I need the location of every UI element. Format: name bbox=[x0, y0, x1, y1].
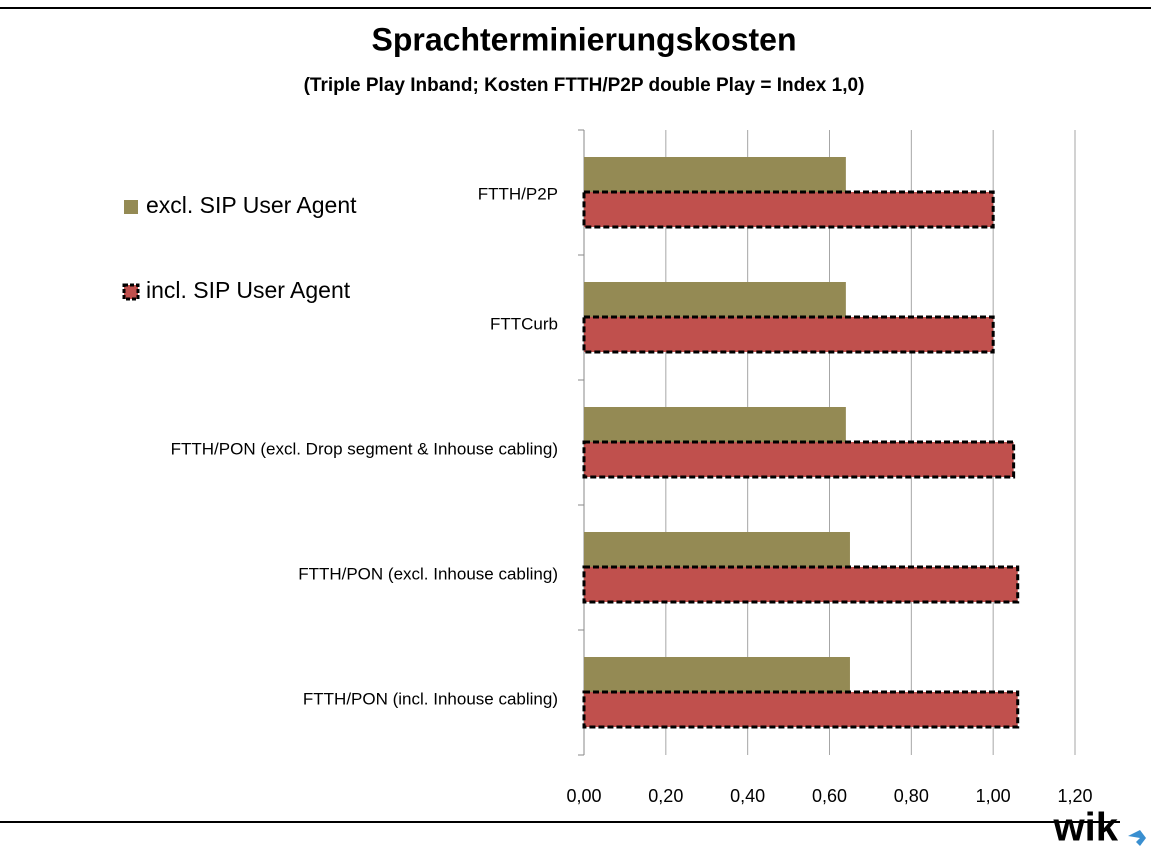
bar bbox=[582, 565, 1020, 604]
legend-swatch bbox=[122, 283, 140, 301]
x-tick-label: 1,20 bbox=[1057, 786, 1092, 806]
bar bbox=[582, 440, 1016, 479]
bar bbox=[582, 690, 1020, 729]
chart-subtitle: (Triple Play Inband; Kosten FTTH/P2P dou… bbox=[304, 75, 865, 96]
x-tick-label: 0,00 bbox=[566, 786, 601, 806]
bar bbox=[584, 157, 846, 192]
x-tick-label: 0,80 bbox=[894, 786, 929, 806]
bar bbox=[582, 315, 995, 354]
bar bbox=[584, 407, 846, 442]
y-tick-label: FTTH/PON (excl. Drop segment & Inhouse c… bbox=[171, 439, 558, 458]
chart-title: Sprachterminierungskosten bbox=[372, 21, 797, 57]
y-tick-label: FTTH/P2P bbox=[478, 184, 558, 203]
legend-label: excl. SIP User Agent bbox=[146, 192, 357, 218]
x-tick-label: 0,60 bbox=[812, 786, 847, 806]
logo-icon bbox=[1128, 830, 1146, 846]
legend-label: incl. SIP User Agent bbox=[146, 277, 351, 303]
bar bbox=[582, 190, 995, 229]
y-tick-label: FTTH/PON (excl. Inhouse cabling) bbox=[298, 564, 558, 583]
legend-swatch bbox=[124, 200, 138, 214]
x-tick-label: 0,20 bbox=[648, 786, 683, 806]
y-tick-label: FTTH/PON (incl. Inhouse cabling) bbox=[303, 689, 558, 708]
x-tick-label: 0,40 bbox=[730, 786, 765, 806]
y-tick-label: FTTCurb bbox=[490, 314, 558, 333]
bar bbox=[584, 532, 850, 567]
bar bbox=[584, 282, 846, 317]
bar bbox=[584, 657, 850, 692]
x-tick-label: 1,00 bbox=[976, 786, 1011, 806]
logo: wik bbox=[1053, 806, 1119, 850]
